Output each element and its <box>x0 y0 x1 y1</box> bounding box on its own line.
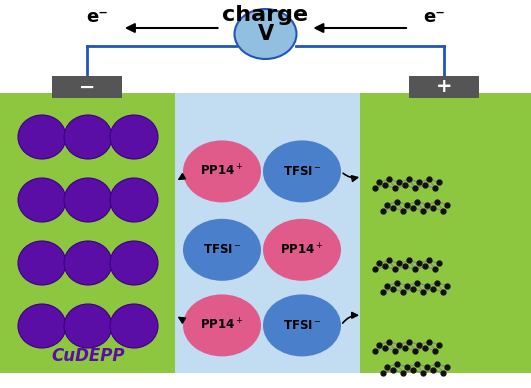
Text: TFSI$^-$: TFSI$^-$ <box>282 319 321 332</box>
Ellipse shape <box>110 178 158 222</box>
Text: charge: charge <box>222 5 309 25</box>
Bar <box>360 93 531 373</box>
Text: V: V <box>258 24 273 44</box>
Ellipse shape <box>18 115 66 159</box>
Text: −: − <box>79 78 95 97</box>
Text: TFSI$^-$: TFSI$^-$ <box>203 243 241 256</box>
Ellipse shape <box>110 304 158 348</box>
Text: PP14$^+$: PP14$^+$ <box>200 318 244 333</box>
Text: e⁻: e⁻ <box>423 8 445 26</box>
Ellipse shape <box>110 241 158 285</box>
Text: e⁻: e⁻ <box>86 8 108 26</box>
Ellipse shape <box>18 178 66 222</box>
Ellipse shape <box>110 115 158 159</box>
Bar <box>175 93 360 373</box>
Ellipse shape <box>64 178 112 222</box>
Text: +: + <box>436 78 452 97</box>
Ellipse shape <box>18 304 66 348</box>
Text: TFSI$^-$: TFSI$^-$ <box>282 165 321 178</box>
Ellipse shape <box>263 219 341 281</box>
Text: PP14$^+$: PP14$^+$ <box>280 242 324 258</box>
Ellipse shape <box>263 140 341 203</box>
Ellipse shape <box>183 140 261 203</box>
Ellipse shape <box>183 294 261 357</box>
Text: CuDEPP: CuDEPP <box>52 347 125 365</box>
Ellipse shape <box>64 241 112 285</box>
Bar <box>0 93 175 373</box>
Ellipse shape <box>18 241 66 285</box>
Bar <box>52 76 122 98</box>
Text: PP14$^+$: PP14$^+$ <box>200 164 244 179</box>
Ellipse shape <box>263 294 341 357</box>
Ellipse shape <box>183 219 261 281</box>
Bar <box>409 76 479 98</box>
Ellipse shape <box>64 304 112 348</box>
Ellipse shape <box>235 9 296 59</box>
Ellipse shape <box>64 115 112 159</box>
